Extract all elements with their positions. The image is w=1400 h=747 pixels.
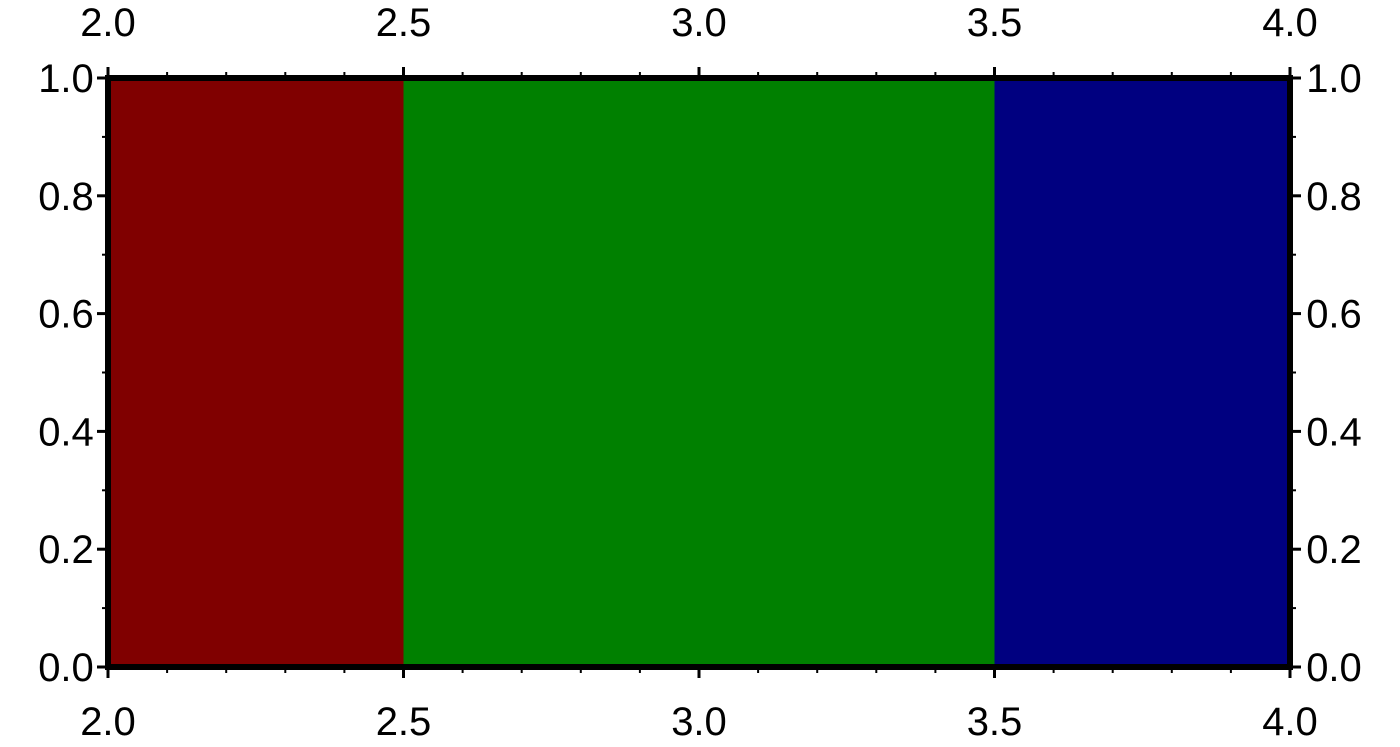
bar-0 — [108, 78, 404, 667]
x-tick-label-top-0: 2.0 — [80, 1, 136, 45]
x-tick-label-bottom-3: 3.5 — [967, 700, 1023, 744]
x-tick-label-bottom-2: 3.0 — [671, 700, 727, 744]
x-tick-label-bottom-4: 4.0 — [1262, 700, 1318, 744]
y-tick-label-right-3: 0.6 — [1306, 293, 1362, 337]
x-tick-label-top-4: 4.0 — [1262, 1, 1318, 45]
y-tick-label-left-4: 0.8 — [38, 175, 94, 219]
bars-layer — [108, 78, 1290, 667]
y-tick-label-left-2: 0.4 — [38, 410, 94, 454]
x-tick-label-top-2: 3.0 — [671, 1, 727, 45]
y-tick-label-left-1: 0.2 — [38, 528, 94, 572]
y-tick-label-right-1: 0.2 — [1306, 528, 1362, 572]
labels-layer: 2.0 2.0 2.5 2.5 3.0 3.0 3.5 3.5 4.0 4.0 0.0 0.0 0.2 0… — [38, 1, 1362, 744]
y-tick-label-left-3: 0.6 — [38, 293, 94, 337]
y-tick-label-right-5: 1.0 — [1306, 57, 1362, 101]
y-tick-label-left-5: 1.0 — [38, 57, 94, 101]
x-tick-label-top-1: 2.5 — [376, 1, 432, 45]
y-tick-label-left-0: 0.0 — [38, 646, 94, 690]
bar-1 — [403, 78, 995, 667]
ticks-layer — [97, 67, 1301, 678]
bar-2 — [994, 78, 1290, 667]
x-tick-label-bottom-1: 2.5 — [376, 700, 432, 744]
x-tick-label-top-3: 3.5 — [967, 1, 1023, 45]
y-tick-label-right-0: 0.0 — [1306, 646, 1362, 690]
x-tick-label-bottom-0: 2.0 — [80, 700, 136, 744]
y-tick-label-right-2: 0.4 — [1306, 410, 1362, 454]
y-tick-label-right-4: 0.8 — [1306, 175, 1362, 219]
